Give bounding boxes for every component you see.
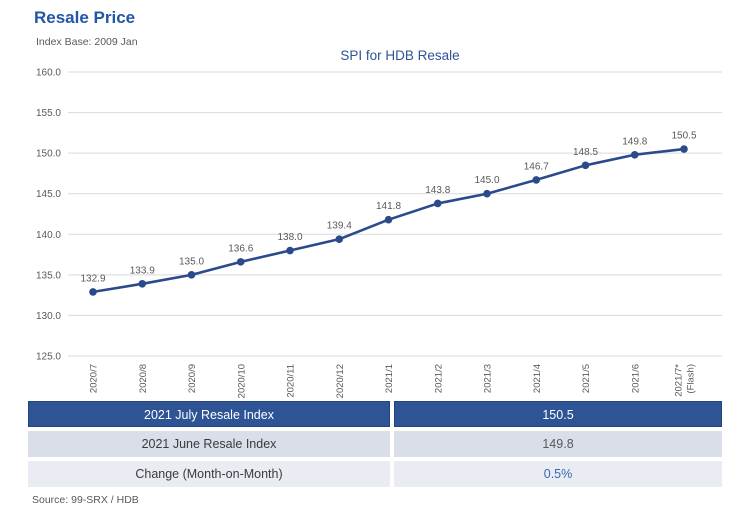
y-axis-tick-label: 140.0 xyxy=(36,230,61,241)
y-axis-tick-label: 135.0 xyxy=(36,270,61,281)
table-label-cell: 2021 June Resale Index xyxy=(28,431,390,457)
data-label: 141.8 xyxy=(376,201,401,212)
data-label: 136.6 xyxy=(228,243,253,254)
data-point[interactable] xyxy=(680,145,688,153)
y-axis-tick-label: 130.0 xyxy=(36,311,61,322)
x-axis-tick-label: 2020/11 xyxy=(286,364,297,398)
x-axis-tick-label: 2021/6 xyxy=(630,364,641,393)
chart-title: SPI for HDB Resale xyxy=(340,48,460,63)
table-row: 2021 June Resale Index 149.8 xyxy=(28,431,722,457)
x-axis-tick-label: 2020/9 xyxy=(187,364,198,393)
y-axis-tick-label: 160.0 xyxy=(36,68,61,79)
data-label: 148.5 xyxy=(573,147,598,158)
x-axis-tick-label: 2021/3 xyxy=(483,364,494,393)
x-axis-tick-label: 2021/1 xyxy=(384,364,395,393)
table-label-cell: Change (Month-on-Month) xyxy=(28,461,390,487)
x-axis-tick-label: 2021/5 xyxy=(581,364,592,393)
table-value-cell: 0.5% xyxy=(394,461,722,487)
data-label: 135.0 xyxy=(179,256,204,267)
data-point[interactable] xyxy=(187,271,196,279)
data-point[interactable] xyxy=(532,176,541,184)
index-base-note: Index Base: 2009 Jan xyxy=(36,36,138,48)
table-row: Change (Month-on-Month) 0.5% xyxy=(28,461,722,487)
x-axis-tick-label: 2021/7* xyxy=(674,364,685,397)
data-label: 149.8 xyxy=(622,136,647,147)
data-label: 150.5 xyxy=(671,131,696,142)
table-label-cell: 2021 July Resale Index xyxy=(28,401,390,427)
data-label: 133.9 xyxy=(130,265,155,276)
y-axis-tick-label: 155.0 xyxy=(36,108,61,119)
x-axis-tick-label: (Flash) xyxy=(686,364,697,394)
page-title: Resale Price xyxy=(34,8,136,27)
source-note: Source: 99-SRX / HDB xyxy=(32,494,139,506)
data-label: 138.0 xyxy=(277,232,302,243)
data-point[interactable] xyxy=(89,288,97,296)
data-label: 145.0 xyxy=(474,175,499,186)
x-axis-tick-label: 2020/10 xyxy=(236,364,247,398)
data-point[interactable] xyxy=(384,215,393,224)
data-point[interactable] xyxy=(286,246,294,255)
x-axis-tick-label: 2020/8 xyxy=(138,364,149,393)
table-value-cell: 149.8 xyxy=(394,431,722,457)
x-axis-tick-label: 2020/12 xyxy=(335,364,346,398)
data-point[interactable] xyxy=(335,235,344,243)
data-point[interactable] xyxy=(630,150,639,159)
resale-line-chart: 125.0 130.0 135.0 140.0 145.0 150.0 155.0 160.0… xyxy=(36,68,722,398)
table-value-cell: 150.5 xyxy=(394,401,722,427)
data-label: 146.7 xyxy=(524,161,549,172)
x-axis-tick-label: 2020/7 xyxy=(89,364,100,393)
data-point[interactable] xyxy=(138,279,147,288)
table-row: 2021 July Resale Index 150.5 xyxy=(28,401,722,427)
y-axis-tick-label: 150.0 xyxy=(36,149,61,160)
data-point[interactable] xyxy=(483,189,491,198)
y-axis-tick-label: 125.0 xyxy=(36,352,61,363)
y-axis-tick-label: 145.0 xyxy=(36,189,61,200)
data-label: 139.4 xyxy=(327,221,352,232)
x-axis-tick-label: 2021/2 xyxy=(433,364,444,393)
data-label: 132.9 xyxy=(80,273,105,284)
data-point[interactable] xyxy=(433,199,442,208)
data-point[interactable] xyxy=(581,161,590,170)
data-label: 143.8 xyxy=(425,185,450,196)
x-axis-tick-label: 2021/4 xyxy=(532,364,543,393)
data-point[interactable] xyxy=(236,258,245,266)
